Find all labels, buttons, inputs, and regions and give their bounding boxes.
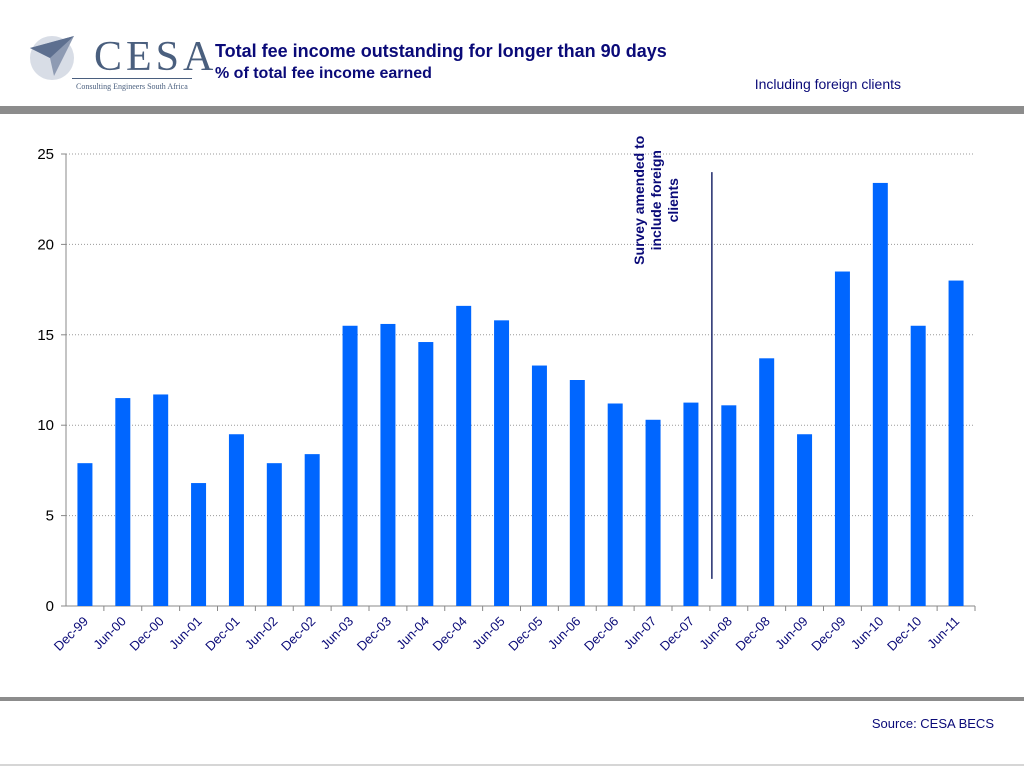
x-tick-label: Dec-01: [202, 614, 242, 654]
x-tick-label: Dec-00: [127, 614, 167, 654]
x-tick-label: Jun-09: [772, 614, 811, 653]
scope-note: Including foreign clients: [754, 76, 901, 92]
bar: [153, 394, 169, 606]
annotation-text: Survey amended to: [631, 136, 647, 265]
x-tick-label: Jun-02: [242, 614, 281, 653]
bar: [531, 365, 547, 606]
x-tick-label: Jun-01: [166, 614, 205, 653]
x-tick-label: Dec-10: [884, 614, 924, 654]
x-tick-label: Jun-07: [620, 614, 659, 653]
y-tick-label: 10: [37, 417, 54, 434]
bar: [948, 280, 964, 606]
annotation-text: include foreign: [648, 150, 664, 250]
bar: [759, 358, 775, 606]
bar: [910, 325, 926, 606]
footer-rule: [0, 764, 1024, 766]
logo-subtext: Consulting Engineers South Africa: [76, 82, 188, 91]
logo-wordmark: CESA: [94, 34, 218, 80]
y-tick-label: 0: [46, 598, 54, 615]
bar: [304, 454, 320, 606]
header-divider: [0, 106, 1024, 114]
bar: [418, 342, 434, 606]
bar: [834, 271, 850, 606]
source-note: Source: CESA BECS: [871, 716, 994, 731]
bar: [380, 323, 396, 606]
x-tick-label: Dec-99: [51, 614, 91, 654]
x-tick-label: Jun-06: [545, 614, 584, 653]
x-tick-label: Jun-10: [848, 614, 887, 653]
x-tick-label: Dec-02: [278, 614, 318, 654]
y-tick-label: 20: [37, 236, 54, 253]
bar: [721, 405, 737, 606]
y-tick-label: 15: [37, 327, 54, 344]
bar: [645, 419, 661, 606]
bar: [569, 380, 585, 606]
x-tick-label: Dec-07: [657, 614, 697, 654]
bar: [683, 402, 699, 606]
bar: [115, 398, 131, 606]
x-tick-label: Jun-05: [469, 614, 508, 653]
bar: [191, 483, 207, 606]
bar: [228, 434, 244, 606]
bar: [266, 463, 282, 606]
chart-title: Total fee income outstanding for longer …: [215, 41, 667, 61]
cesa-logo: CESA Consulting Engineers South Africa: [24, 30, 213, 96]
bar: [607, 403, 623, 606]
x-tick-label: Jun-04: [393, 614, 432, 653]
x-tick-label: Dec-06: [581, 614, 621, 654]
x-tick-label: Jun-00: [90, 614, 129, 653]
chart-subtitle: % of total fee income earned: [215, 65, 432, 82]
bar: [77, 463, 93, 606]
y-tick-label: 5: [46, 508, 54, 525]
compass-arrow-icon: [30, 36, 74, 80]
x-tick-label: Jun-11: [924, 614, 962, 652]
annotation-text: clients: [665, 178, 681, 223]
bar: [456, 305, 472, 606]
bar: [797, 434, 813, 606]
footer-divider: [0, 697, 1024, 701]
y-tick-label: 25: [37, 146, 54, 163]
x-tick-label: Dec-09: [808, 614, 848, 654]
x-tick-label: Jun-03: [317, 614, 356, 653]
bar: [494, 320, 510, 606]
bar: [872, 182, 888, 606]
logo-rule: [72, 78, 192, 79]
x-tick-label: Dec-05: [505, 614, 545, 654]
x-tick-label: Dec-03: [354, 614, 394, 654]
x-tick-label: Jun-08: [696, 614, 735, 653]
x-tick-label: Dec-04: [430, 614, 470, 654]
bar: [342, 325, 358, 606]
x-tick-label: Dec-08: [733, 614, 773, 654]
